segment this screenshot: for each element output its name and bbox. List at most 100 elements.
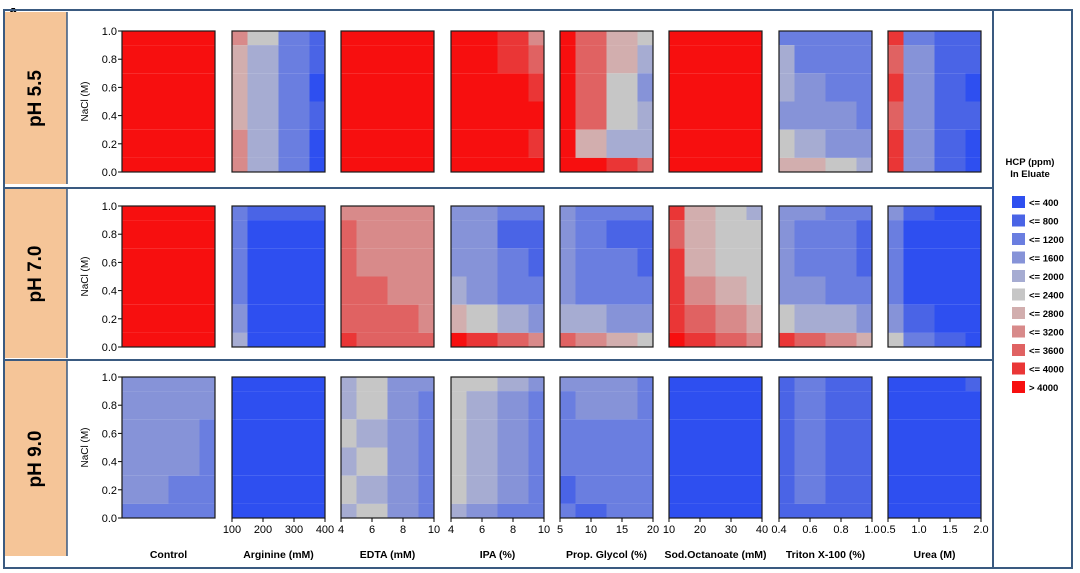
contour-cell (575, 503, 607, 518)
contour-cell (528, 129, 544, 158)
contour-cell (137, 31, 169, 46)
contour-cell (856, 101, 872, 130)
contour-cell (888, 101, 904, 130)
contour-cell (466, 129, 498, 158)
legend-label: <= 3200 (1029, 328, 1064, 339)
row-label: pH 9.0 (25, 430, 46, 487)
contour-panel (121, 376, 216, 519)
contour-cell (825, 304, 857, 333)
contour-cell (684, 475, 716, 504)
contour-cell (418, 377, 434, 392)
contour-cell (247, 129, 279, 158)
contour-cell (278, 73, 310, 102)
contour-cell (247, 475, 279, 504)
contour-cell (387, 391, 419, 420)
contour-panel (340, 30, 435, 173)
x-tick-label: 10 (663, 524, 675, 536)
contour-panel (668, 30, 763, 173)
panel-border (887, 205, 982, 348)
contour-cell (606, 276, 638, 305)
contour-cell (888, 31, 904, 46)
contour-cell (903, 129, 935, 158)
contour-cell (356, 419, 388, 448)
contour-cell (232, 391, 248, 420)
contour-cell (934, 304, 966, 333)
legend-subtitle: In Eluate (1010, 169, 1050, 180)
contour-cell (199, 503, 215, 518)
contour-cell (341, 503, 357, 518)
contour-cell (168, 220, 200, 249)
contour-cell (497, 206, 529, 221)
contour-cell (965, 276, 981, 305)
contour-cell (560, 276, 576, 305)
contour-cell (934, 220, 966, 249)
contour-cell (825, 391, 857, 420)
panel-border (778, 30, 873, 173)
contour-cell (746, 31, 762, 46)
x-axis-label: Prop. Glycol (%) (566, 549, 647, 561)
contour-cell (199, 31, 215, 46)
contour-cell (888, 157, 904, 172)
contour-cell (903, 391, 935, 420)
contour-cell (934, 73, 966, 102)
contour-cell (637, 101, 653, 130)
contour-cell (934, 391, 966, 420)
contour-cell (965, 248, 981, 277)
x-tick-label: 20 (647, 524, 659, 536)
contour-cell (684, 377, 716, 392)
contour-cell (856, 419, 872, 448)
y-axis-label: NaCl (M) (80, 428, 91, 468)
contour-cell (278, 101, 310, 130)
contour-cell (934, 129, 966, 158)
contour-cell (903, 447, 935, 476)
contour-panel (450, 376, 545, 519)
contour-cell (418, 45, 434, 74)
contour-cell (387, 206, 419, 221)
x-tick-label: 0.4 (771, 524, 786, 536)
contour-cell (575, 447, 607, 476)
contour-cell (497, 304, 529, 333)
contour-cell (418, 332, 434, 347)
contour-cell (356, 332, 388, 347)
contour-cell (888, 377, 904, 392)
contour-cell (715, 220, 747, 249)
contour-cell (341, 447, 357, 476)
contour-cell (934, 377, 966, 392)
y-tick-label: 1.0 (102, 26, 117, 38)
contour-cell (669, 475, 685, 504)
contour-cell (418, 503, 434, 518)
contour-cell (888, 206, 904, 221)
contour-cell (560, 447, 576, 476)
contour-cell (825, 206, 857, 221)
contour-cell (278, 304, 310, 333)
y-tick-label: 0.6 (102, 428, 117, 440)
contour-cell (199, 377, 215, 392)
y-tick-label: 1.0 (102, 372, 117, 384)
contour-cell (451, 503, 467, 518)
contour-cell (715, 447, 747, 476)
contour-cell (746, 304, 762, 333)
contour-cell (199, 206, 215, 221)
contour-panel (887, 376, 982, 519)
contour-cell (247, 447, 279, 476)
x-tick-label: 8 (400, 524, 406, 536)
contour-cell (341, 206, 357, 221)
contour-cell (528, 391, 544, 420)
contour-cell (199, 419, 215, 448)
contour-cell (715, 101, 747, 130)
contour-cell (575, 157, 607, 172)
figure-frame (3, 9, 1073, 569)
legend-label: <= 4000 (1029, 365, 1064, 376)
contour-cell (779, 332, 795, 347)
contour-cell (247, 503, 279, 518)
contour-cell (779, 377, 795, 392)
x-axis-label: IPA (%) (480, 549, 516, 561)
contour-cell (794, 276, 826, 305)
contour-cell (387, 276, 419, 305)
contour-cell (779, 475, 795, 504)
contour-cell (232, 419, 248, 448)
contour-cell (637, 276, 653, 305)
contour-cell (466, 447, 498, 476)
contour-cell (794, 503, 826, 518)
contour-cell (779, 248, 795, 277)
